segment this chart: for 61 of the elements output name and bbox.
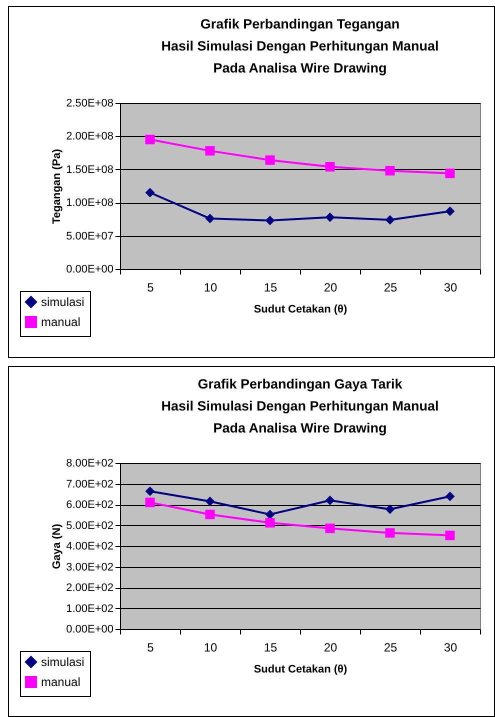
y-tick-label: 4.00E+02 <box>66 540 114 552</box>
legend-label: simulasi <box>41 295 84 309</box>
chart-title: Grafik Perbandingan Tegangan Hasil Simulasi Dengan Perhitungan Manual Pada Analisa Wire Drawing <box>161 16 439 76</box>
point <box>445 168 455 178</box>
point <box>145 486 155 496</box>
y-tick-label: 2.00E+02 <box>66 582 114 594</box>
legend-label: manual <box>41 675 80 689</box>
point <box>205 510 215 520</box>
x-tick-label: 30 <box>444 280 458 294</box>
y-tick-label: 6.00E+02 <box>66 499 114 511</box>
point <box>445 206 455 216</box>
y-axis-title: Tegangan (Pa) <box>51 148 64 224</box>
point <box>145 134 155 144</box>
point <box>385 504 395 514</box>
point <box>265 518 275 528</box>
y-tick-label: 1.00E+08 <box>66 197 114 210</box>
y-axis-title: Gaya (N) <box>51 524 64 570</box>
point <box>145 498 155 508</box>
x-tick-label: 25 <box>384 640 398 654</box>
point <box>445 530 455 540</box>
point <box>385 528 395 538</box>
x-tick-label: 5 <box>147 280 154 294</box>
point <box>265 510 275 520</box>
y-tick-label: 5.00E+02 <box>66 520 114 532</box>
point <box>325 162 335 172</box>
point <box>385 166 395 176</box>
chart-title: Grafik Perbandingan Gaya Tarik Hasil Simulasi Dengan Perhitungan Manual Pada Analisa Wire Drawing <box>161 376 439 436</box>
legend-label: simulasi <box>41 655 84 669</box>
y-tick-label: 0.00E+00 <box>66 264 114 276</box>
x-tick-label: 25 <box>384 280 398 294</box>
y-tick-label: 2.50E+08 <box>66 98 114 110</box>
y-tick-label: 0.00E+00 <box>66 624 114 636</box>
point <box>385 215 395 225</box>
point <box>445 492 455 502</box>
x-tick-label: 15 <box>264 640 278 654</box>
point <box>265 216 275 226</box>
point <box>325 524 335 534</box>
y-tick-label: 3.00E+02 <box>66 561 114 574</box>
point <box>145 188 155 198</box>
point <box>265 155 275 165</box>
point <box>325 496 335 506</box>
y-tick-label: 8.00E+02 <box>66 458 114 470</box>
legend-label: manual <box>41 315 80 329</box>
point <box>205 496 215 506</box>
x-tick-label: 20 <box>324 280 338 294</box>
point <box>205 214 215 224</box>
x-tick-label: 20 <box>324 640 338 654</box>
x-tick-label: 5 <box>147 640 154 654</box>
x-tick-label: 30 <box>444 640 458 654</box>
x-tick-label: 15 <box>264 280 278 294</box>
x-tick-label: 10 <box>204 640 218 654</box>
x-axis-title: Sudut Cetakan (θ) <box>254 664 348 676</box>
y-tick-label: 5.00E+07 <box>66 230 114 242</box>
point <box>325 212 335 222</box>
y-tick-label: 1.00E+02 <box>66 602 114 615</box>
x-axis-title: Sudut Cetakan (θ) <box>254 304 348 316</box>
point <box>205 146 215 156</box>
y-tick-label: 2.00E+08 <box>66 130 114 143</box>
y-tick-label: 1.50E+08 <box>66 164 114 176</box>
x-tick-label: 10 <box>204 280 218 294</box>
y-tick-label: 7.00E+02 <box>66 478 114 490</box>
